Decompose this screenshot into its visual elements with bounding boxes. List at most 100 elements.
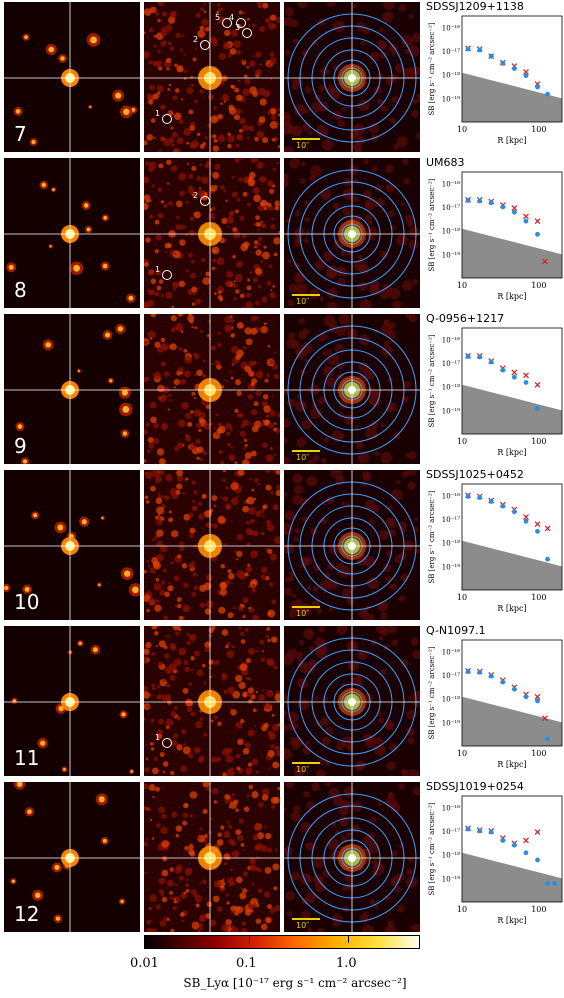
smoothed-annuli-panel: 10″ bbox=[284, 782, 420, 932]
data-point-circle bbox=[535, 857, 540, 863]
data-point-circle bbox=[545, 556, 551, 562]
noise-shaded-region bbox=[462, 72, 562, 122]
plot-frame bbox=[461, 15, 563, 123]
scale-bar-label: 10″ bbox=[296, 765, 310, 774]
data-point-cross bbox=[523, 514, 529, 521]
lya-image-panel bbox=[144, 470, 280, 620]
scale-bar-label: 10″ bbox=[296, 141, 310, 150]
data-point-cross bbox=[523, 837, 529, 844]
object-row: 9 10″ Q-0956+1217 10⁻¹⁶ 10⁻¹⁷ 10⁻¹⁸ 10⁻¹⁹ 10 100… bbox=[0, 312, 564, 464]
data-point-circle bbox=[535, 406, 540, 411]
object-index-label: 11 bbox=[14, 746, 40, 770]
data-point-circle bbox=[523, 518, 529, 524]
source-marker-label: 2 bbox=[193, 35, 199, 44]
scale-bar bbox=[292, 294, 320, 296]
y-tick-label: 10⁻¹⁶ bbox=[442, 648, 460, 656]
y-axis-label: SB [erg s⁻¹ cm⁻² arcsec⁻²] bbox=[428, 334, 436, 427]
y-axis-label: SB [erg s⁻¹ cm⁻² arcsec⁻²] bbox=[428, 22, 436, 115]
plot-frame bbox=[461, 327, 563, 435]
y-tick-label: 10⁻¹⁶ bbox=[442, 180, 460, 188]
scale-bar bbox=[292, 762, 320, 764]
data-point-circle bbox=[477, 495, 483, 500]
data-point-circle bbox=[535, 528, 540, 534]
data-point-circle bbox=[500, 367, 506, 373]
y-tick-label: 10⁻¹⁶ bbox=[442, 804, 460, 812]
x-axis-label: R [kpc] bbox=[497, 604, 526, 613]
source-marker: 2 bbox=[193, 191, 210, 206]
continuum-image-panel: 8 bbox=[4, 158, 140, 308]
data-point-circle bbox=[535, 84, 540, 90]
source-marker: 2 bbox=[193, 35, 210, 50]
plot-canvas: 10⁻¹⁶ 10⁻¹⁷ 10⁻¹⁸ 10⁻¹⁹ 10 100 R [kpc] SB [erg … bbox=[428, 639, 563, 769]
colorbar-tick-label: 0.01 bbox=[130, 956, 159, 971]
data-point-circle bbox=[488, 200, 494, 206]
data-point-circle bbox=[477, 198, 483, 204]
smoothed-annuli-panel: 10″ bbox=[284, 626, 420, 776]
y-tick-label: 10⁻¹⁶ bbox=[442, 24, 460, 32]
data-point-cross bbox=[544, 525, 551, 532]
sb-profile-plot: Q-0956+1217 10⁻¹⁶ 10⁻¹⁷ 10⁻¹⁸ 10⁻¹⁹ 10 100 R [k… bbox=[424, 312, 564, 464]
plot-title: Q-0956+1217 bbox=[426, 312, 505, 325]
source-marker-label: 5 bbox=[215, 13, 221, 22]
data-point-circle bbox=[465, 493, 471, 499]
data-point-circle bbox=[477, 669, 483, 675]
source-marker-label: 2 bbox=[193, 191, 199, 200]
sb-profile-plot: SDSSJ1025+0452 10⁻¹⁶ 10⁻¹⁷ 10⁻¹⁸ 10⁻¹⁹ 10 100 R… bbox=[424, 468, 564, 620]
data-point-cross bbox=[523, 372, 529, 379]
scale-bar bbox=[292, 138, 320, 140]
y-tick-label: 10⁻¹⁷ bbox=[442, 516, 460, 524]
data-point-circle bbox=[477, 828, 483, 834]
x-axis-label: R [kpc] bbox=[497, 292, 526, 301]
x-tick-label: 10 bbox=[457, 593, 467, 602]
continuum-image-panel: 7 bbox=[4, 2, 140, 152]
data-point-circle bbox=[523, 694, 529, 700]
continuum-image-panel: 10 bbox=[4, 470, 140, 620]
data-point-circle bbox=[545, 736, 551, 742]
sb-profile-plot: UM683 10⁻¹⁶ 10⁻¹⁷ 10⁻¹⁸ 10⁻¹⁹ 10 100 R [kpc] SB … bbox=[424, 156, 564, 308]
x-tick-label: 100 bbox=[531, 905, 546, 914]
data-point-circle bbox=[500, 503, 506, 509]
plot-title: SDSSJ1019+0254 bbox=[426, 780, 524, 793]
plot-title: SDSSJ1209+1138 bbox=[426, 0, 524, 13]
plot-frame bbox=[461, 483, 563, 591]
colorbar-tick bbox=[348, 935, 350, 943]
source-marker-label: 1 bbox=[155, 733, 161, 742]
data-point-circle bbox=[465, 353, 471, 359]
colorbar-gradient bbox=[144, 935, 420, 949]
y-axis-label: SB [erg s⁻¹ cm⁻² arcsec⁻²] bbox=[428, 490, 436, 583]
y-tick-label: 10⁻¹⁹ bbox=[442, 407, 460, 415]
x-axis-label: R [kpc] bbox=[497, 448, 526, 457]
object-row: 10 10″ SDSSJ1025+0452 10⁻¹⁶ 10⁻¹⁷ 10⁻¹⁸ 10⁻¹⁹ 1… bbox=[0, 468, 564, 620]
source-marker: 1 bbox=[155, 109, 172, 124]
noise-shaded-region bbox=[462, 540, 562, 590]
data-point-circle bbox=[511, 66, 517, 72]
y-tick-label: 10⁻¹⁹ bbox=[442, 251, 460, 259]
data-point-circle bbox=[500, 60, 506, 66]
source-marker: 4 bbox=[229, 13, 246, 28]
object-index-label: 12 bbox=[14, 902, 40, 926]
data-point-cross bbox=[542, 258, 548, 265]
x-tick-label: 100 bbox=[531, 749, 546, 758]
smoothed-annuli-panel: 10″ bbox=[284, 470, 420, 620]
y-tick-label: 10⁻¹⁹ bbox=[442, 563, 460, 571]
x-tick-label: 10 bbox=[457, 125, 467, 134]
data-point-circle bbox=[477, 354, 483, 360]
colorbar-tick bbox=[248, 935, 250, 943]
data-point-circle bbox=[545, 881, 551, 886]
x-axis-label: R [kpc] bbox=[497, 760, 526, 769]
data-point-circle bbox=[511, 686, 517, 692]
plot-canvas: 10⁻¹⁶ 10⁻¹⁷ 10⁻¹⁸ 10⁻¹⁹ 10 100 R [kpc] SB [erg … bbox=[428, 795, 563, 925]
data-point-circle bbox=[535, 698, 540, 704]
data-point-circle bbox=[523, 218, 529, 224]
colorbar-axis-label: SB_Lyα [10⁻¹⁷ erg s⁻¹ cm⁻² arcsec⁻²] bbox=[183, 976, 407, 990]
object-index-label: 8 bbox=[14, 278, 27, 302]
plot-canvas: 10⁻¹⁶ 10⁻¹⁷ 10⁻¹⁸ 10⁻¹⁹ 10 100 R [kpc] SB [erg … bbox=[428, 483, 563, 613]
y-tick-label: 10⁻¹⁹ bbox=[442, 875, 460, 883]
scale-bar-label: 10″ bbox=[296, 297, 310, 306]
plot-title: SDSSJ1025+0452 bbox=[426, 468, 524, 481]
y-tick-label: 10⁻¹⁸ bbox=[442, 696, 460, 704]
data-point-cross bbox=[534, 829, 541, 835]
x-tick-label: 10 bbox=[457, 281, 467, 290]
data-point-circle bbox=[511, 509, 517, 515]
